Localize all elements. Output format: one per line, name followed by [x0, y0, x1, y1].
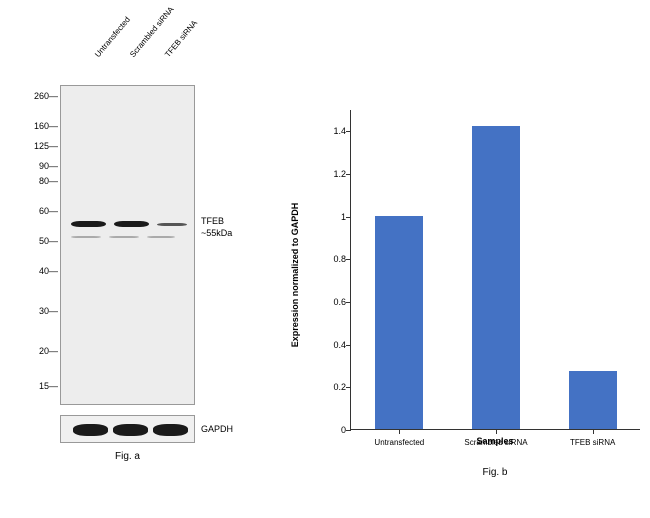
tfeb-band-row: [71, 221, 187, 227]
tfeb-band: [114, 221, 149, 227]
gapdh-blot: GAPDH: [60, 415, 195, 443]
lane-label-1: Untransfected: [93, 34, 116, 59]
lane-labels: Untransfected Scrambled siRNA TFEB siRNA: [100, 50, 195, 59]
tfeb-band: [71, 221, 106, 227]
gapdh-label: GAPDH: [201, 424, 233, 434]
y-tick-label: 0: [321, 425, 346, 435]
bar: [472, 126, 520, 429]
gapdh-band: [153, 424, 188, 436]
mw-marker: 80—: [33, 176, 58, 186]
y-tick-label: 1.2: [321, 169, 346, 179]
bar: [569, 371, 617, 429]
figure-container: Untransfected Scrambled siRNA TFEB siRNA…: [0, 0, 650, 518]
tfeb-kda-label: ~55kDa: [201, 228, 232, 238]
x-tick: [593, 429, 594, 434]
x-axis-title: Samples: [350, 436, 640, 446]
mw-marker: 50—: [33, 236, 58, 246]
y-tick: [346, 302, 351, 303]
mw-marker: 30—: [33, 306, 58, 316]
y-tick-label: 1: [321, 212, 346, 222]
bar-chart: 00.20.40.60.811.21.4UntransfectedScrambl…: [350, 110, 640, 430]
mw-marker: 60—: [33, 206, 58, 216]
tfeb-band: [157, 223, 187, 226]
tfeb-blot: TFEB ~55kDa 260—160—125—90—80—60—50—40—3…: [60, 85, 195, 405]
figure-b: Expression normalized to GAPDH 00.20.40.…: [270, 10, 640, 508]
y-tick-label: 0.8: [321, 254, 346, 264]
y-tick: [346, 259, 351, 260]
y-tick: [346, 131, 351, 132]
faint-band: [147, 236, 175, 238]
lane-label-2: Scrambled siRNA: [128, 34, 151, 59]
mw-marker: 160—: [33, 121, 58, 131]
mw-marker: 90—: [33, 161, 58, 171]
gapdh-band: [73, 424, 108, 436]
bar: [375, 216, 423, 429]
mw-marker: 40—: [33, 266, 58, 276]
x-tick: [399, 429, 400, 434]
mw-marker: 20—: [33, 346, 58, 356]
y-tick: [346, 174, 351, 175]
mw-marker: 15—: [33, 381, 58, 391]
y-tick: [346, 217, 351, 218]
tfeb-label: TFEB: [201, 216, 224, 226]
faint-band: [71, 236, 101, 238]
figure-a: Untransfected Scrambled siRNA TFEB siRNA…: [10, 10, 270, 508]
y-tick-label: 1.4: [321, 126, 346, 136]
y-axis-title: Expression normalized to GAPDH: [290, 185, 300, 365]
y-tick: [346, 345, 351, 346]
y-tick-label: 0.2: [321, 382, 346, 392]
y-tick: [346, 387, 351, 388]
gapdh-band: [113, 424, 148, 436]
y-tick-label: 0.6: [321, 297, 346, 307]
y-tick-label: 0.4: [321, 340, 346, 350]
lane-label-3: TFEB siRNA: [163, 34, 186, 59]
x-tick: [496, 429, 497, 434]
y-tick: [346, 430, 351, 431]
fig-b-caption: Fig. b: [350, 467, 640, 478]
faint-band: [109, 236, 139, 238]
blot-wrapper: TFEB ~55kDa 260—160—125—90—80—60—50—40—3…: [60, 85, 270, 462]
mw-marker: 125—: [33, 141, 58, 151]
mw-marker: 260—: [33, 91, 58, 101]
faint-band-row: [71, 236, 175, 238]
fig-a-caption: Fig. a: [60, 451, 195, 462]
